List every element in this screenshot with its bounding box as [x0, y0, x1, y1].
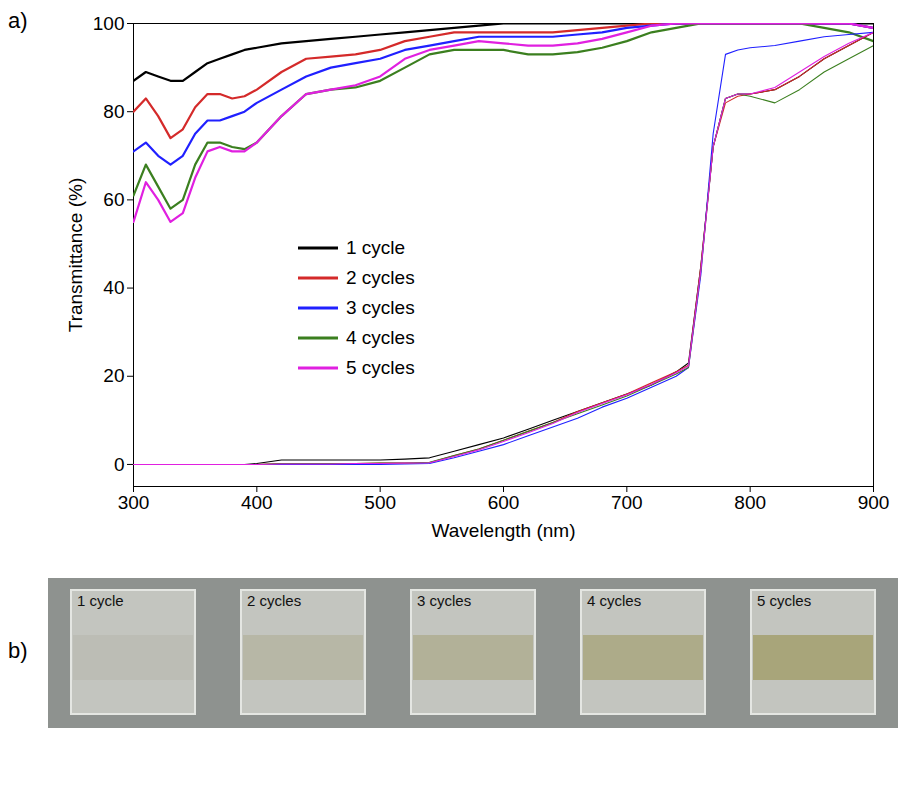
svg-text:400: 400	[241, 492, 273, 513]
svg-text:Transmittance (%): Transmittance (%)	[65, 178, 86, 333]
html-text:4 cycles: 4 cycles	[346, 327, 415, 348]
svg-text:900: 900	[858, 492, 890, 513]
svg-text:60: 60	[103, 189, 124, 210]
svg-text:3 cycles: 3 cycles	[417, 592, 471, 609]
svg-text:80: 80	[103, 101, 124, 122]
svg-text:300: 300	[118, 492, 150, 513]
html-text:3 cycles: 3 cycles	[346, 297, 415, 318]
html-text:b): b)	[8, 638, 28, 663]
svg-text:20: 20	[103, 365, 124, 386]
html-text:5 cycles: 5 cycles	[346, 357, 415, 378]
svg-text:500: 500	[364, 492, 396, 513]
svg-text:Wavelength (nm): Wavelength (nm)	[432, 520, 576, 541]
svg-text:2 cycles: 2 cycles	[247, 592, 301, 609]
svg-text:0: 0	[114, 454, 125, 475]
html-text:a): a)	[8, 8, 28, 33]
svg-text:4 cycles: 4 cycles	[587, 592, 641, 609]
svg-text:1 cycle: 1 cycle	[77, 592, 124, 609]
svg-text:700: 700	[611, 492, 643, 513]
svg-text:100: 100	[93, 13, 125, 34]
svg-text:600: 600	[488, 492, 520, 513]
svg-text:800: 800	[734, 492, 766, 513]
svg-text:40: 40	[103, 277, 124, 298]
html-text:1 cycle: 1 cycle	[346, 237, 406, 258]
svg-text:5 cycles: 5 cycles	[757, 592, 811, 609]
html-text:2 cycles: 2 cycles	[346, 267, 415, 288]
